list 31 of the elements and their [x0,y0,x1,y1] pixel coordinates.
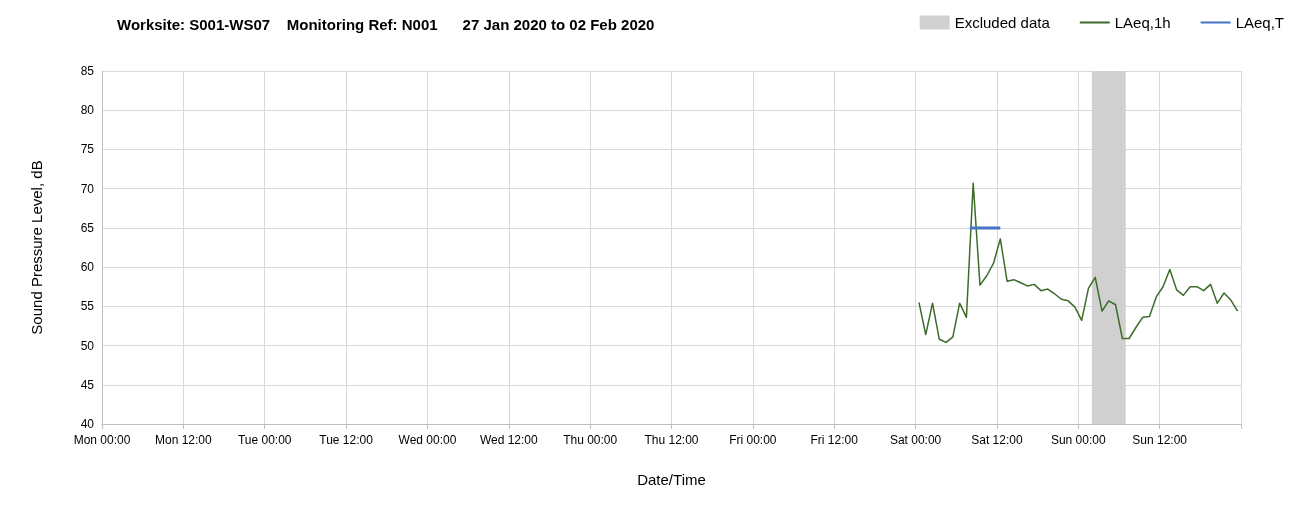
x-tick-label: Fri 00:00 [729,433,777,447]
x-axis-title: Date/Time [637,471,706,488]
y-tick-label: 85 [80,64,95,78]
x-tick-label: Mon 00:00 [73,433,131,447]
y-tick-label: 60 [80,260,95,275]
x-tick-label: Thu 12:00 [644,433,699,447]
x-tick-label: Mon 12:00 [155,433,213,447]
x-tick-label: Sun 12:00 [1132,433,1188,447]
y-tick-label: 75 [80,142,95,157]
x-tick-label: Sun 00:00 [1050,433,1106,447]
y-tick-label: 50 [80,338,95,353]
y-tick-label: 45 [80,377,95,392]
x-tick-label: Fri 12:00 [810,433,859,447]
x-tick-label: Sat 12:00 [971,433,1023,447]
x-tick-label: Wed 12:00 [479,433,539,447]
x-tick-label: Sat 00:00 [889,433,942,447]
legend-label: Excluded data [954,14,1051,31]
y-tick-label: 55 [80,299,95,314]
y-axis-title: Sound Pressure Level, dB [28,160,45,335]
legend-label: LAeq,1h [1114,14,1171,31]
x-tick-label: Wed 00:00 [398,433,457,447]
y-tick-label: 70 [80,181,95,196]
line-series [918,182,1239,344]
legend-label: LAeq,T [1235,14,1285,31]
y-tick-label: 80 [80,103,95,118]
x-tick-label: Thu 00:00 [563,433,618,447]
chart-title: Worksite: S001-WS07 Monitoring Ref: N001 27 Jan 2020 to 02 Feb 2020 [117,16,655,33]
x-tick-label: Tue 00:00 [237,433,292,447]
y-tick-label: 40 [80,417,95,431]
y-tick-label: 65 [80,220,95,235]
x-tick-label: Tue 12:00 [319,433,374,447]
